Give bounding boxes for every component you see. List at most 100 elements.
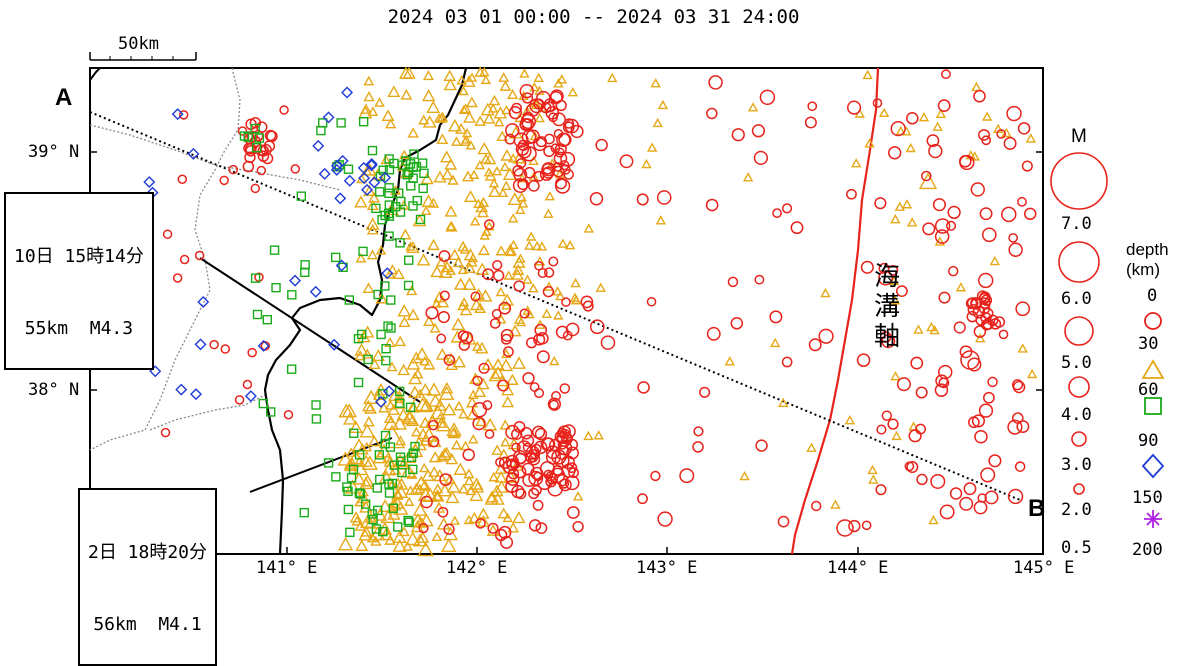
epicenter-diamond <box>383 385 396 398</box>
epicenter-square <box>405 402 416 412</box>
epicenter-circle <box>250 183 261 194</box>
epicenter-triangle <box>544 191 556 201</box>
epicenter-circle <box>879 331 892 343</box>
epicenter-circle <box>439 290 450 301</box>
epicenter-triangle <box>928 514 939 525</box>
epicenter-diamond <box>194 338 207 351</box>
epicenter-triangle <box>844 415 856 425</box>
epicenter-circle <box>517 144 532 159</box>
epicenter-circle <box>519 118 533 131</box>
epicenter-triangle <box>1001 127 1012 138</box>
epicenter-triangle <box>498 72 510 82</box>
epicenter-triangle <box>419 462 430 473</box>
epicenter-square <box>381 355 391 366</box>
epicenter-circle <box>220 344 231 354</box>
lon-tick-label: 141° E <box>256 558 318 578</box>
epicenter-triangle <box>371 349 386 362</box>
epicenter-circle <box>523 166 536 179</box>
epicenter-triangle <box>447 174 459 185</box>
epicenter-triangle <box>477 244 490 256</box>
epicenter-circle <box>531 484 542 496</box>
epicenter-square <box>393 522 403 532</box>
epicenter-circle <box>530 466 544 480</box>
epicenter-triangle <box>458 483 470 494</box>
epicenter-triangle <box>515 253 526 263</box>
epicenter-circle <box>915 386 928 399</box>
legend-magnitude-value: 3.0 <box>1061 455 1092 475</box>
epicenter-triangle <box>359 513 377 529</box>
epicenter-circle <box>1015 301 1031 317</box>
epicenter-triangle <box>361 399 375 412</box>
epicenter-circle <box>559 383 571 394</box>
epicenter-triangle <box>993 123 1004 134</box>
epicenter-circle <box>209 339 219 350</box>
epicenter-triangle <box>441 538 457 553</box>
epicenter-circle <box>534 260 544 271</box>
epicenter-triangle <box>440 381 454 394</box>
legend-depth-star <box>1144 510 1162 528</box>
epicenter-circle <box>910 356 924 370</box>
epicenter-circle <box>471 402 488 418</box>
epicenter-circle <box>556 473 569 487</box>
epicenter-square <box>243 132 253 142</box>
epicenter-square <box>380 281 390 291</box>
epicenter-circle <box>983 391 995 404</box>
epicenter-circle <box>172 273 183 283</box>
epicenter-triangle <box>398 316 411 327</box>
epicenter-circle <box>582 300 594 312</box>
epicenter-triangle <box>363 389 380 404</box>
epicenter-triangle <box>366 249 378 260</box>
epicenter-circle <box>808 338 822 352</box>
epicenter-circle <box>533 333 546 346</box>
legend-depth-title: depth (km) <box>1126 240 1169 279</box>
epicenter-triangle <box>507 521 520 533</box>
epicenter-circle <box>937 99 951 113</box>
epicenter-triangle <box>496 314 507 324</box>
epicenter-triangle <box>490 492 505 505</box>
epicenter-triangle <box>402 410 418 425</box>
epicenter-circle <box>730 317 744 330</box>
epicenter-triangle <box>440 260 454 273</box>
epicenter-circle <box>512 178 528 193</box>
epicenter-square <box>401 156 411 166</box>
epicenter-triangle <box>426 382 442 396</box>
epicenter-triangle <box>442 402 457 416</box>
epicenter-circle <box>517 178 529 191</box>
legend-depth-value: 30 <box>1138 334 1159 354</box>
epicenter-triangle <box>468 511 481 524</box>
epicenter-circle <box>922 222 936 236</box>
epicenter-triangle <box>474 302 487 313</box>
epicenter-triangle <box>534 112 545 123</box>
epicenter-circle <box>980 312 992 324</box>
epicenter-triangle <box>406 388 434 413</box>
epicenter-triangle <box>455 122 468 134</box>
epicenter-circle <box>443 523 455 535</box>
epicenter-circle <box>890 120 906 137</box>
epicenter-triangle <box>475 415 487 427</box>
epicenter-map <box>89 52 1165 557</box>
epicenter-circle <box>508 105 522 120</box>
epicenter-diamond <box>358 172 371 185</box>
epicenter-circle <box>1021 160 1033 172</box>
epicenter-circle <box>537 474 553 491</box>
epicenter-triangle <box>595 282 606 292</box>
epicenter-triangle <box>1026 368 1038 379</box>
epicenter-triangle <box>358 528 372 541</box>
epicenter-circle <box>558 133 572 147</box>
epicenter-triangle <box>583 430 594 441</box>
epicenter-diamond <box>328 338 341 351</box>
epicenter-circle <box>1023 207 1037 221</box>
legend-mag-6 <box>1058 241 1100 283</box>
epicenter-circle <box>560 164 571 175</box>
epicenter-circle <box>1007 419 1023 435</box>
epicenter-square <box>363 354 373 365</box>
epicenter-square <box>367 145 378 156</box>
epicenter-circle <box>904 461 915 472</box>
epicenter-circle <box>948 265 959 277</box>
epicenter-triangle <box>349 511 363 523</box>
epicenter-triangle <box>416 531 430 543</box>
epicenter-triangle <box>496 130 509 142</box>
epicenter-circle <box>755 439 768 452</box>
epicenter-circle <box>934 229 950 244</box>
epicenter-circle <box>243 142 255 155</box>
